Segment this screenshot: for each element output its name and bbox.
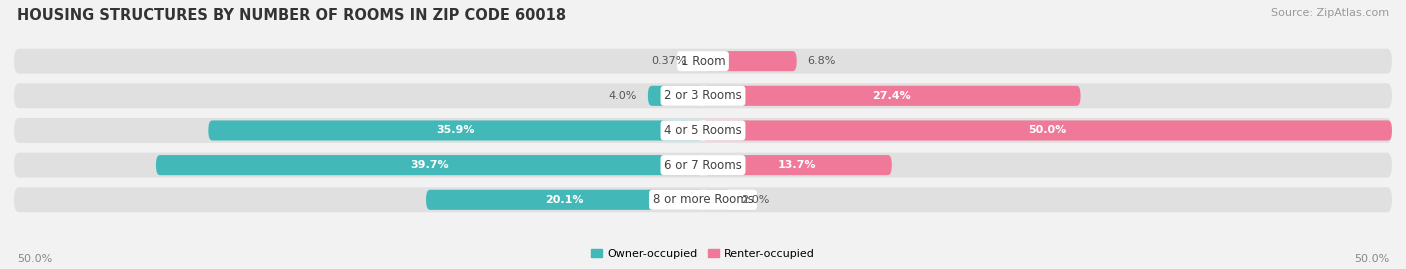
FancyBboxPatch shape: [14, 187, 1392, 212]
FancyBboxPatch shape: [156, 155, 703, 175]
Text: 6.8%: 6.8%: [807, 56, 837, 66]
FancyBboxPatch shape: [14, 153, 1392, 178]
Text: 13.7%: 13.7%: [778, 160, 817, 170]
Text: 35.9%: 35.9%: [436, 125, 475, 136]
Text: 1 Room: 1 Room: [681, 55, 725, 68]
Legend: Owner-occupied, Renter-occupied: Owner-occupied, Renter-occupied: [586, 245, 820, 263]
FancyBboxPatch shape: [703, 190, 731, 210]
FancyBboxPatch shape: [648, 86, 703, 106]
FancyBboxPatch shape: [14, 49, 1392, 74]
Text: 50.0%: 50.0%: [1354, 254, 1389, 264]
Text: 50.0%: 50.0%: [17, 254, 52, 264]
Text: 2.0%: 2.0%: [741, 195, 770, 205]
FancyBboxPatch shape: [703, 51, 797, 71]
FancyBboxPatch shape: [703, 155, 891, 175]
Text: 27.4%: 27.4%: [872, 91, 911, 101]
FancyBboxPatch shape: [208, 121, 703, 140]
FancyBboxPatch shape: [14, 83, 1392, 108]
FancyBboxPatch shape: [703, 121, 1392, 140]
FancyBboxPatch shape: [14, 118, 1392, 143]
FancyBboxPatch shape: [703, 86, 1081, 106]
Text: 4 or 5 Rooms: 4 or 5 Rooms: [664, 124, 742, 137]
Text: 39.7%: 39.7%: [411, 160, 449, 170]
Text: Source: ZipAtlas.com: Source: ZipAtlas.com: [1271, 8, 1389, 18]
Text: 2 or 3 Rooms: 2 or 3 Rooms: [664, 89, 742, 102]
Text: 8 or more Rooms: 8 or more Rooms: [652, 193, 754, 206]
Text: HOUSING STRUCTURES BY NUMBER OF ROOMS IN ZIP CODE 60018: HOUSING STRUCTURES BY NUMBER OF ROOMS IN…: [17, 8, 567, 23]
Text: 0.37%: 0.37%: [651, 56, 688, 66]
Text: 4.0%: 4.0%: [609, 91, 637, 101]
Text: 20.1%: 20.1%: [546, 195, 583, 205]
FancyBboxPatch shape: [697, 51, 703, 71]
FancyBboxPatch shape: [426, 190, 703, 210]
Text: 6 or 7 Rooms: 6 or 7 Rooms: [664, 159, 742, 172]
Text: 50.0%: 50.0%: [1028, 125, 1067, 136]
